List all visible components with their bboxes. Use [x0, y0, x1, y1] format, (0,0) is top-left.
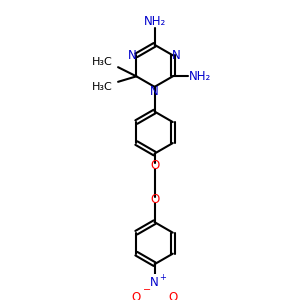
Text: O: O: [132, 291, 141, 300]
Text: N: N: [128, 49, 137, 62]
Text: O: O: [168, 291, 178, 300]
Text: O: O: [150, 159, 159, 172]
Text: H₃C: H₃C: [92, 57, 112, 67]
Text: N: N: [172, 49, 181, 62]
Text: −: −: [143, 285, 151, 295]
Text: O: O: [150, 193, 159, 206]
Text: H₃C: H₃C: [92, 82, 112, 92]
Text: N: N: [150, 276, 159, 289]
Text: N: N: [150, 85, 159, 98]
Text: NH₂: NH₂: [189, 70, 211, 83]
Text: +: +: [159, 273, 166, 282]
Text: NH₂: NH₂: [143, 14, 166, 28]
